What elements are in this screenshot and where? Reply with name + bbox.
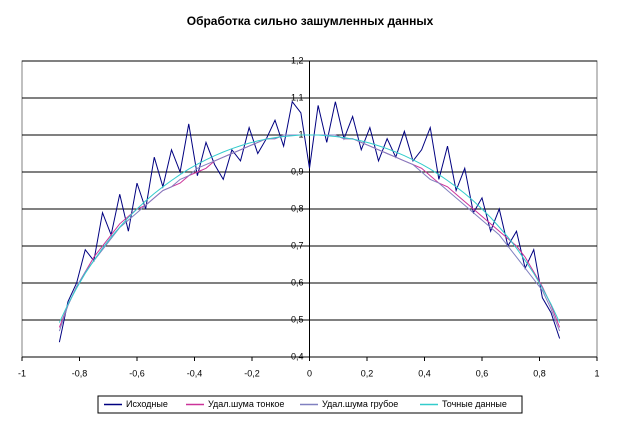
x-tick-label: -0,6 — [129, 368, 145, 378]
x-tick-label: 0,8 — [533, 368, 546, 378]
series-line — [58, 134, 561, 323]
x-tick-label: 0,6 — [476, 368, 489, 378]
x-tick-label: 1 — [594, 368, 599, 378]
y-tick-label: 0,4 — [291, 351, 304, 361]
y-tick-label: 1 — [298, 129, 303, 139]
y-tick-label: 0,5 — [291, 314, 304, 324]
legend-label: Удал.шума грубое — [322, 399, 398, 409]
y-tick-label: 1,1 — [291, 92, 304, 102]
x-tick-label: 0,2 — [361, 368, 374, 378]
chart-title: Обработка сильно зашумленных данных — [187, 14, 434, 28]
y-tick-label: 0,9 — [291, 166, 304, 176]
x-tick-label: -1 — [18, 368, 26, 378]
x-tick-label: -0,2 — [244, 368, 260, 378]
y-tick-label: 0,7 — [291, 240, 304, 250]
legend-label: Удал.шума тонкое — [208, 399, 284, 409]
x-tick-label: -0,8 — [72, 368, 88, 378]
legend-label: Исходные — [126, 399, 168, 409]
y-tick-label: 1,2 — [291, 55, 304, 65]
legend-label: Точные данные — [442, 399, 507, 409]
y-tick-label: 0,6 — [291, 277, 304, 287]
x-tick-label: 0 — [307, 368, 312, 378]
x-tick-label: -0,4 — [187, 368, 203, 378]
y-tick-label: 0,8 — [291, 203, 304, 213]
series-line — [58, 100, 561, 343]
x-tick-label: 0,4 — [418, 368, 431, 378]
